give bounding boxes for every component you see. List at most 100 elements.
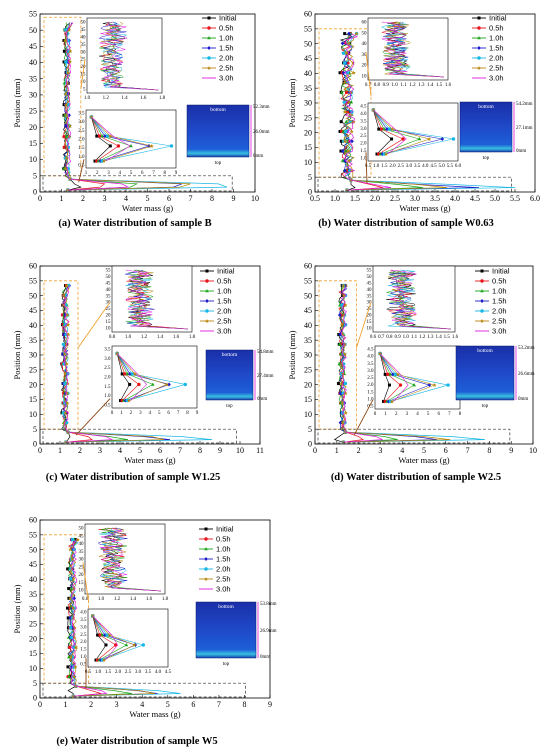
inset-bottom-x-tick: 2: [130, 411, 133, 416]
x-tick-label: 2: [357, 446, 361, 455]
legend-marker-Initial: [205, 269, 209, 273]
legend-label-Initial: Initial: [216, 525, 234, 534]
inset-top-y-tick: 50: [81, 21, 87, 26]
x-tick-label: 5.5: [510, 194, 520, 203]
y-tick-label: 5: [33, 679, 37, 688]
inset-bottom-y-tick: 2.0: [360, 142, 367, 147]
legend-label-3.0h: 3.0h: [216, 585, 231, 594]
inset-bottom-y-tick: 2.0: [104, 376, 111, 381]
x-tick-label: 3: [103, 194, 107, 203]
series-marker-Initial: [62, 60, 66, 64]
inset-top-y-tick: 50: [106, 275, 112, 280]
chart-W2.5: 0 1 2 3 4 5 6 7 8 9 10051015202530354045505560Wate…: [287, 262, 537, 483]
inset-bottom-series-3.0h: [91, 116, 131, 162]
inset-top-y-tick: 45: [79, 534, 85, 539]
inset-bottom-y-tick: 1.5: [360, 149, 367, 154]
series-marker-2.5h: [71, 576, 76, 581]
inset-bottom-marker-Initial: [93, 159, 97, 163]
series-marker-1.0h: [64, 134, 69, 138]
mri-bottom-label: bottom: [478, 104, 494, 110]
legend-label-2.5h: 2.5h: [492, 317, 507, 326]
series-line-3.0h: [70, 539, 108, 697]
inset-top-y-tick: 50: [362, 31, 368, 36]
series-marker-2.0h: [342, 100, 346, 104]
legend-marker-2.0h: [204, 567, 208, 571]
inset-top-y-tick: 30: [106, 301, 112, 306]
series-marker-2.5h: [342, 139, 347, 144]
inset-top-y-tick: 25: [367, 307, 373, 312]
inset-top-x-tick: 1.0: [84, 96, 91, 101]
figure-caption: (e) Water distribution of sample W5: [56, 736, 217, 747]
y-axis-label: Position (mm): [12, 78, 22, 127]
series-line-3.0h: [63, 285, 114, 443]
y-tick-label: 40: [29, 575, 37, 584]
y-tick-label: 20: [29, 380, 37, 389]
inset-top-y-tick: 45: [367, 281, 373, 286]
inset-bottom-marker-2.0h: [130, 372, 135, 376]
y-tick-label: 60: [304, 262, 312, 271]
inset-bottom-marker-1.5h: [391, 372, 395, 377]
series-marker-Initial: [338, 71, 342, 75]
arrow-to-inset-bottom: [365, 152, 368, 184]
inset-top-y-tick: 10: [81, 80, 87, 85]
legend-label-1.0h: 1.0h: [492, 287, 507, 296]
y-tick-label: 35: [29, 336, 37, 345]
inset-bottom-x-tick: 3: [139, 411, 142, 416]
legend-label-1.5h: 1.5h: [489, 44, 504, 53]
y-tick-label: 30: [29, 351, 37, 360]
inset-bottom-x-tick: 2.5: [125, 670, 132, 675]
inset-bottom-x-tick: 4.0: [422, 164, 429, 169]
series-marker-2.5h: [63, 102, 68, 107]
figure-caption: (a) Water distribution of sample B: [58, 218, 211, 229]
inset-top-x-tick: 1.4: [435, 335, 442, 340]
inset-bottom-y-tick: 1.0: [360, 157, 367, 162]
legend-marker-1.5h: [204, 557, 208, 561]
y-tick-label: 50: [304, 291, 312, 300]
legend-label-2.0h: 2.0h: [217, 307, 232, 316]
series-marker-2.0h: [70, 537, 75, 542]
inset-top-y-tick: 60: [362, 21, 368, 26]
series-marker-2.0h: [68, 625, 73, 630]
x-tick-label: 9: [268, 700, 272, 709]
x-tick-label: 2: [78, 446, 82, 455]
series-marker-2.5h: [340, 332, 345, 337]
y-tick-label: 5: [308, 173, 312, 182]
inset-top-y-tick: 55: [106, 269, 112, 274]
mri-bottom-label: bottom: [222, 352, 238, 358]
inset-top-y-tick: 35: [81, 43, 87, 48]
series-marker-2.5h: [65, 70, 70, 75]
inset-top-x-tick: 0.8: [386, 335, 393, 340]
mri-dim-bottom: 0mm: [518, 397, 528, 402]
legend-label-3.0h: 3.0h: [492, 327, 507, 336]
mri-bottom-label: bottom: [210, 107, 226, 113]
inset-top-frame: [111, 265, 193, 333]
inset-top-x-tick: 0.9: [394, 335, 401, 340]
inset-bottom-marker-1.0h: [151, 382, 155, 386]
inset-bottom-x-tick: 9: [196, 411, 199, 416]
y-tick-label: 35: [29, 74, 37, 83]
y-tick-label: 10: [304, 410, 312, 419]
inset-top-y-tick: 35: [367, 294, 373, 299]
zoom-box-bottom: [42, 682, 246, 698]
inset-bottom-marker-1.5h: [385, 127, 389, 132]
x-tick-label: 10: [251, 194, 259, 203]
series-marker-Initial: [343, 32, 347, 36]
series-marker-2.5h: [354, 31, 359, 36]
inset-bottom-marker-1.5h: [103, 633, 107, 638]
x-tick-label: 0: [313, 446, 317, 455]
inset-bottom-marker-1.0h: [100, 134, 104, 138]
inset-top-x-tick: 0.6: [370, 335, 377, 340]
legend-label-2.5h: 2.5h: [489, 64, 504, 73]
series-marker-2.5h: [65, 401, 70, 406]
legend-marker-2.5h: [207, 66, 211, 70]
inset-bottom-series-2.0h: [116, 353, 186, 401]
inset-bottom-series-2.5h: [91, 116, 153, 162]
x-tick-label: 4: [400, 446, 404, 455]
inset-top-x-tick: 1.6: [452, 335, 459, 340]
mri-dim-bottom: 0mm: [253, 154, 263, 159]
inset-bottom-x-tick: 1.0: [373, 164, 380, 169]
inset-bottom-series-Initial: [91, 116, 111, 162]
series-marker-2.0h: [63, 381, 67, 386]
series-marker-2.0h: [64, 28, 68, 32]
series-line-3.0h: [340, 285, 383, 443]
